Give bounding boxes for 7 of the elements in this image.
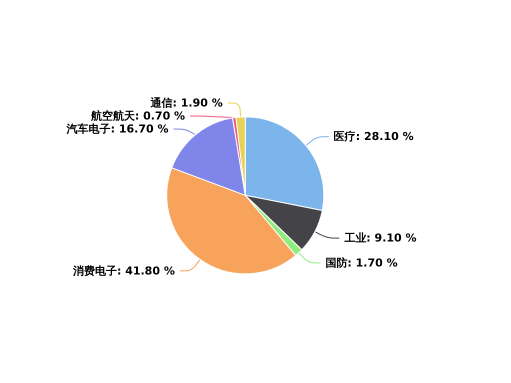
slice-label: 医疗: 28.10 % — [334, 130, 414, 144]
slice-label: 汽车电子: 16.70 % — [66, 122, 168, 136]
slice-label: 通信: 1.90 % — [150, 96, 223, 110]
slice-label: 工业: 9.10 % — [343, 232, 417, 245]
slice-label: 航空航天: 0.70 % — [90, 109, 186, 122]
slice-label: 消费电子: 41.80 % — [72, 264, 175, 278]
slice-label: 国防: 1.70 % — [325, 256, 398, 270]
